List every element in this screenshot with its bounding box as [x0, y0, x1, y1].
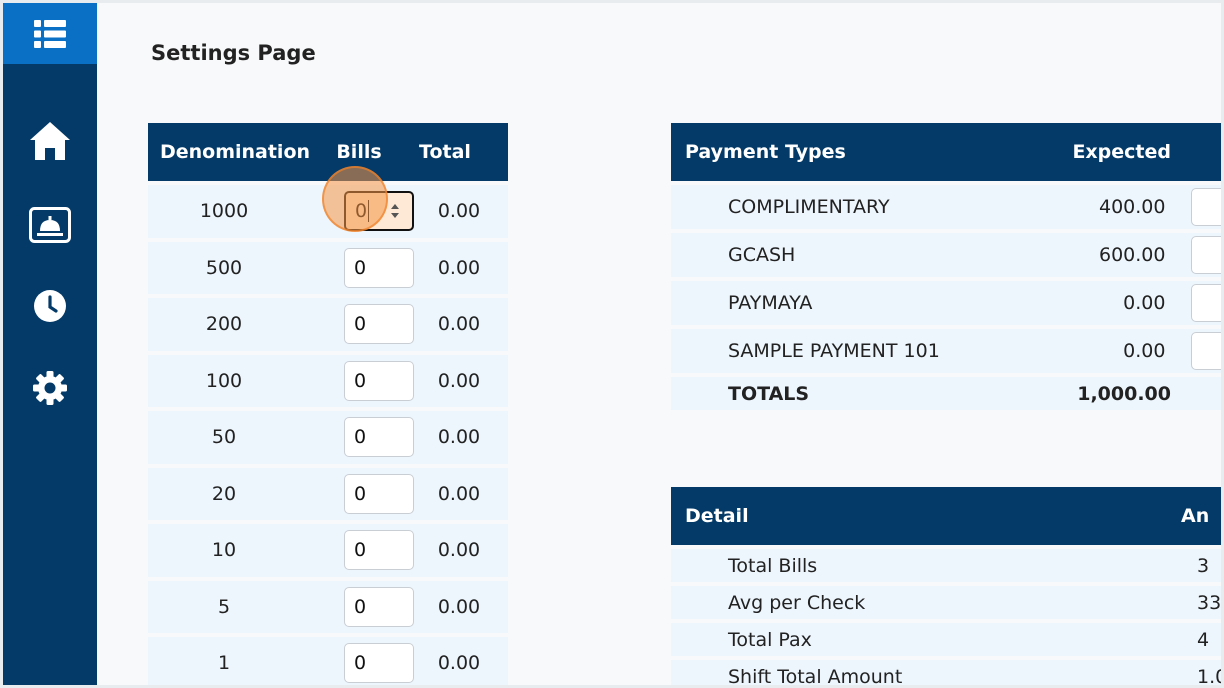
- payment-type: COMPLIMENTARY: [728, 196, 890, 218]
- expected-amount: 0.00: [1123, 292, 1166, 314]
- expected-amount: 600.00: [1098, 244, 1166, 266]
- table-row: 100 0.00: [148, 354, 508, 407]
- sidebar-item-settings[interactable]: [3, 363, 97, 413]
- actual-amount-input[interactable]: [1191, 188, 1221, 226]
- actual-amount-input[interactable]: [1191, 284, 1221, 322]
- bills-input[interactable]: [344, 304, 414, 345]
- bills-input[interactable]: [344, 473, 414, 514]
- row-total: 0.00: [437, 369, 481, 392]
- denomination-value: 50: [211, 426, 237, 449]
- gear-icon: [33, 371, 67, 405]
- payment-types-table: Payment Types Expected COMPLIMENTARY 400…: [671, 123, 1221, 410]
- detail-value: 1.0: [1197, 665, 1221, 686]
- sidebar-item-history[interactable]: [3, 281, 97, 331]
- clock-icon: [34, 290, 66, 322]
- sidebar-item-home[interactable]: [3, 116, 97, 166]
- header-detail: Detail: [685, 505, 749, 527]
- detail-label: Total Bills: [728, 554, 818, 577]
- denomination-value: 500: [205, 256, 243, 279]
- bills-input[interactable]: [344, 586, 414, 627]
- table-row: 10 0.00: [148, 524, 508, 577]
- row-total: 0.00: [437, 652, 481, 675]
- denomination-value: 100: [205, 369, 243, 392]
- spinner-arrows-icon[interactable]: [390, 201, 400, 221]
- sidebar: [3, 3, 97, 685]
- row-total: 0.00: [437, 426, 481, 449]
- table-row: COMPLIMENTARY 400.00: [671, 185, 1221, 229]
- row-total: 0.00: [437, 200, 481, 223]
- bills-input[interactable]: [344, 643, 414, 684]
- bills-input[interactable]: 0: [344, 191, 414, 232]
- denomination-value: 10: [211, 539, 237, 562]
- detail-value: 4: [1197, 628, 1210, 651]
- totals-label: TOTALS: [728, 382, 810, 405]
- text-caret: [368, 200, 370, 223]
- detail-table-header: Detail An: [671, 487, 1221, 545]
- page-title: Settings Page: [151, 41, 316, 65]
- table-row: Total Bills 3: [671, 549, 1221, 582]
- header-payment-types: Payment Types: [685, 141, 846, 163]
- expected-amount: 0.00: [1123, 340, 1166, 362]
- totals-expected: 1,000.00: [1077, 382, 1171, 405]
- bills-value: 0: [355, 200, 368, 223]
- detail-value: 33: [1197, 591, 1221, 614]
- table-row: 50 0.00: [148, 411, 508, 464]
- table-row: 500 0.00: [148, 241, 508, 294]
- denomination-value: 1000: [199, 200, 249, 223]
- detail-label: Total Pax: [728, 628, 812, 651]
- main-content: Settings Page Denomination Bills Total 1…: [97, 3, 1221, 685]
- table-row: Total Pax 4: [671, 623, 1221, 656]
- denomination-value: 20: [211, 482, 237, 505]
- denomination-value: 5: [217, 595, 231, 618]
- actual-amount-input[interactable]: [1191, 236, 1221, 274]
- detail-label: Shift Total Amount: [728, 665, 903, 686]
- detail-value: 3: [1197, 554, 1210, 577]
- row-total: 0.00: [437, 595, 481, 618]
- row-total: 0.00: [437, 539, 481, 562]
- table-row: 1000 0 0.00: [148, 185, 508, 238]
- row-total: 0.00: [437, 256, 481, 279]
- header-denomination: Denomination: [159, 141, 311, 163]
- header-expected: Expected: [1072, 141, 1171, 163]
- header-bills: Bills: [336, 141, 382, 163]
- table-row: SAMPLE PAYMENT 101 0.00: [671, 329, 1221, 373]
- sidebar-item-service[interactable]: [3, 200, 97, 250]
- bills-input[interactable]: [344, 417, 414, 458]
- totals-row: TOTALS 1,000.00: [671, 377, 1221, 410]
- table-row: Shift Total Amount 1.0: [671, 660, 1221, 685]
- expected-amount: 400.00: [1098, 196, 1166, 218]
- home-icon: [30, 122, 70, 160]
- service-bell-icon: [29, 207, 71, 243]
- payment-type: PAYMAYA: [728, 292, 813, 314]
- header-amount: An: [1181, 505, 1210, 527]
- denomination-value: 200: [205, 313, 243, 336]
- table-row: 20 0.00: [148, 467, 508, 520]
- payment-table-header: Payment Types Expected: [671, 123, 1221, 181]
- detail-label: Avg per Check: [728, 591, 866, 614]
- bills-input[interactable]: [344, 247, 414, 288]
- row-total: 0.00: [437, 313, 481, 336]
- table-row: 5 0.00: [148, 580, 508, 633]
- header-total: Total: [419, 141, 471, 163]
- bills-input[interactable]: [344, 530, 414, 571]
- denomination-table-header: Denomination Bills Total: [148, 123, 508, 181]
- payment-type: GCASH: [728, 244, 796, 266]
- table-row: 1 0.00: [148, 637, 508, 685]
- payment-type: SAMPLE PAYMENT 101: [728, 340, 940, 362]
- denomination-table: Denomination Bills Total 1000 0 0.00 500…: [148, 123, 508, 685]
- bills-input[interactable]: [344, 360, 414, 401]
- menu-toggle-button[interactable]: [3, 3, 97, 64]
- table-row: Avg per Check 33: [671, 586, 1221, 619]
- table-row: GCASH 600.00: [671, 233, 1221, 277]
- menu-grid-icon: [34, 19, 66, 48]
- denomination-value: 1: [217, 652, 231, 675]
- row-total: 0.00: [437, 482, 481, 505]
- detail-table: Detail An Total Bills 3 Avg per Check 33…: [671, 487, 1221, 685]
- table-row: PAYMAYA 0.00: [671, 281, 1221, 325]
- actual-amount-input[interactable]: [1191, 332, 1221, 370]
- table-row: 200 0.00: [148, 298, 508, 351]
